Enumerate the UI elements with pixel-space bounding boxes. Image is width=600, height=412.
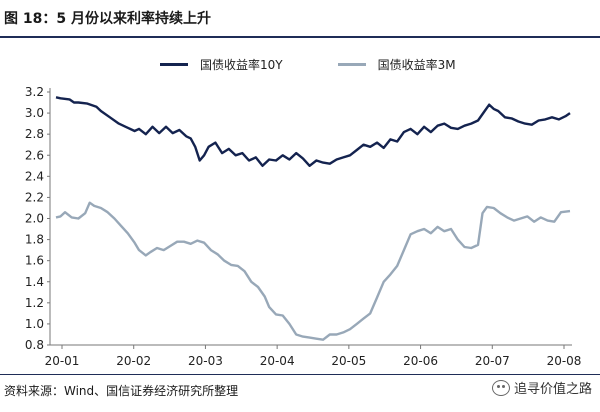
figure-title: 图 18：5 月份以来利率持续上升 (4, 11, 211, 27)
y-tick-label: 0.8 (25, 338, 44, 352)
y-axis: 3.2 3.0 2.8 2.6 2.4 2.2 2.0 1.8 1.6 1.4 1.2 1.0 0.8 (25, 85, 51, 352)
y-tick-label: 1.6 (25, 254, 44, 268)
x-tick-label: 20-07 (475, 354, 510, 368)
x-tick-label: 20-04 (260, 354, 295, 368)
chart-legend: 国债收益率10Y 国债收益率3M (160, 56, 456, 73)
y-tick-label: 1.4 (25, 275, 44, 289)
y-tick-label: 2.2 (25, 190, 44, 204)
footer-rule (0, 374, 600, 375)
watermark: 追寻价值之路 (491, 378, 592, 397)
y-tick-label: 1.8 (25, 233, 44, 247)
legend-label-10y: 国债收益率10Y (200, 58, 283, 72)
y-tick-label: 2.4 (25, 169, 44, 183)
x-tick-label: 20-03 (188, 354, 223, 368)
y-tick-label: 2.6 (25, 148, 44, 162)
wechat-icon (491, 379, 510, 396)
series-line-10y (55, 96, 571, 167)
x-tick-label: 20-01 (45, 354, 80, 368)
watermark-text: 追寻价值之路 (513, 382, 592, 397)
x-tick-label: 20-06 (403, 354, 438, 368)
x-tick-label: 20-02 (116, 354, 151, 368)
legend-swatch-3m (337, 63, 366, 66)
x-axis: 20-01 20-02 20-03 20-04 20-05 20-06 20-07 20-08 (45, 344, 582, 368)
legend-swatch-10y (160, 63, 188, 66)
x-tick-label: 20-05 (331, 354, 366, 368)
y-tick-label: 1.2 (25, 296, 44, 310)
y-tick-label: 1.0 (25, 317, 44, 331)
series-lines (55, 96, 571, 341)
series-line-3m (55, 201, 571, 341)
legend-label-3m: 国债收益率3M (377, 58, 456, 72)
y-tick-label: 2.8 (25, 127, 44, 141)
x-tick-label: 20-08 (547, 354, 582, 368)
y-tick-label: 2.0 (25, 212, 44, 226)
legend-item-3m: 国债收益率3M (337, 56, 456, 73)
title-rule (0, 36, 600, 38)
y-tick-label: 3.0 (25, 106, 44, 120)
legend-item-10y: 国债收益率10Y (160, 56, 283, 73)
source-note: 资料来源：Wind、国信证券经济研究所整理 (4, 384, 239, 398)
y-tick-label: 3.2 (25, 85, 44, 99)
